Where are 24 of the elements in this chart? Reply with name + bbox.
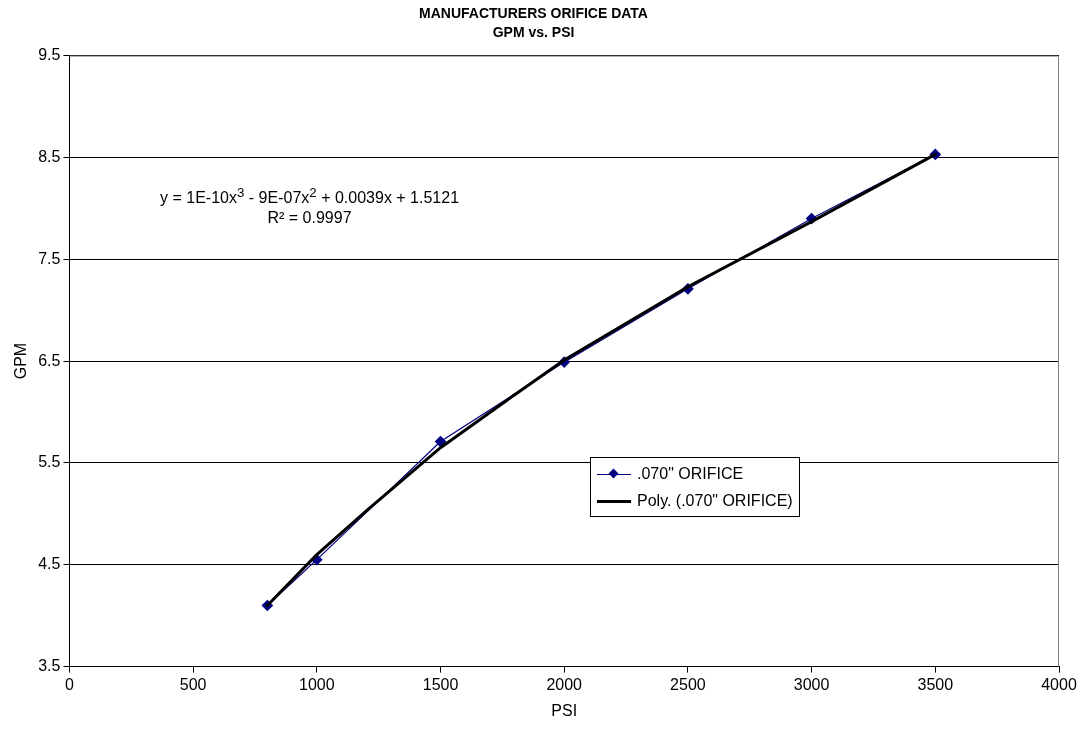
legend-label: .070" ORIFICE (637, 464, 744, 483)
x-tick-label: 1000 (299, 675, 335, 693)
legend-label: Poly. (.070" ORIFICE) (637, 491, 793, 510)
y-tick-label: 7.5 (38, 249, 61, 267)
y-tick-label: 8.5 (38, 147, 61, 165)
x-tick-label: 2500 (670, 675, 706, 693)
y-tick-label: 3.5 (38, 657, 61, 675)
x-tick-label: 3500 (917, 675, 954, 693)
x-tick-label: 2000 (546, 675, 583, 693)
annotation: R² = 0.9997 (266, 209, 353, 228)
x-tick-label: 3000 (793, 675, 830, 693)
x-tick-label: 1500 (422, 675, 459, 693)
annotation: y = 1E-10x$^{3}$ - 9E-07x$^{2}$ + 0.0039x + 1.5121 (160, 185, 460, 208)
y-tick-label: 5.5 (38, 453, 61, 471)
y-tick-label: 4.5 (38, 555, 61, 573)
y-tick-label: 9.5 (38, 46, 61, 64)
chart-subtitle: GPM vs. PSI (492, 24, 575, 41)
chart-title: MANUFACTURERS ORIFICE DATA (419, 5, 648, 22)
x-tick-label: 500 (179, 675, 207, 693)
y-tick-label: 6.5 (38, 351, 61, 369)
x-axis-title: PSI (551, 701, 578, 719)
x-tick-label: 4000 (1041, 675, 1077, 693)
y-axis-title: GPM (12, 342, 30, 380)
x-tick-label: 0 (64, 675, 74, 693)
